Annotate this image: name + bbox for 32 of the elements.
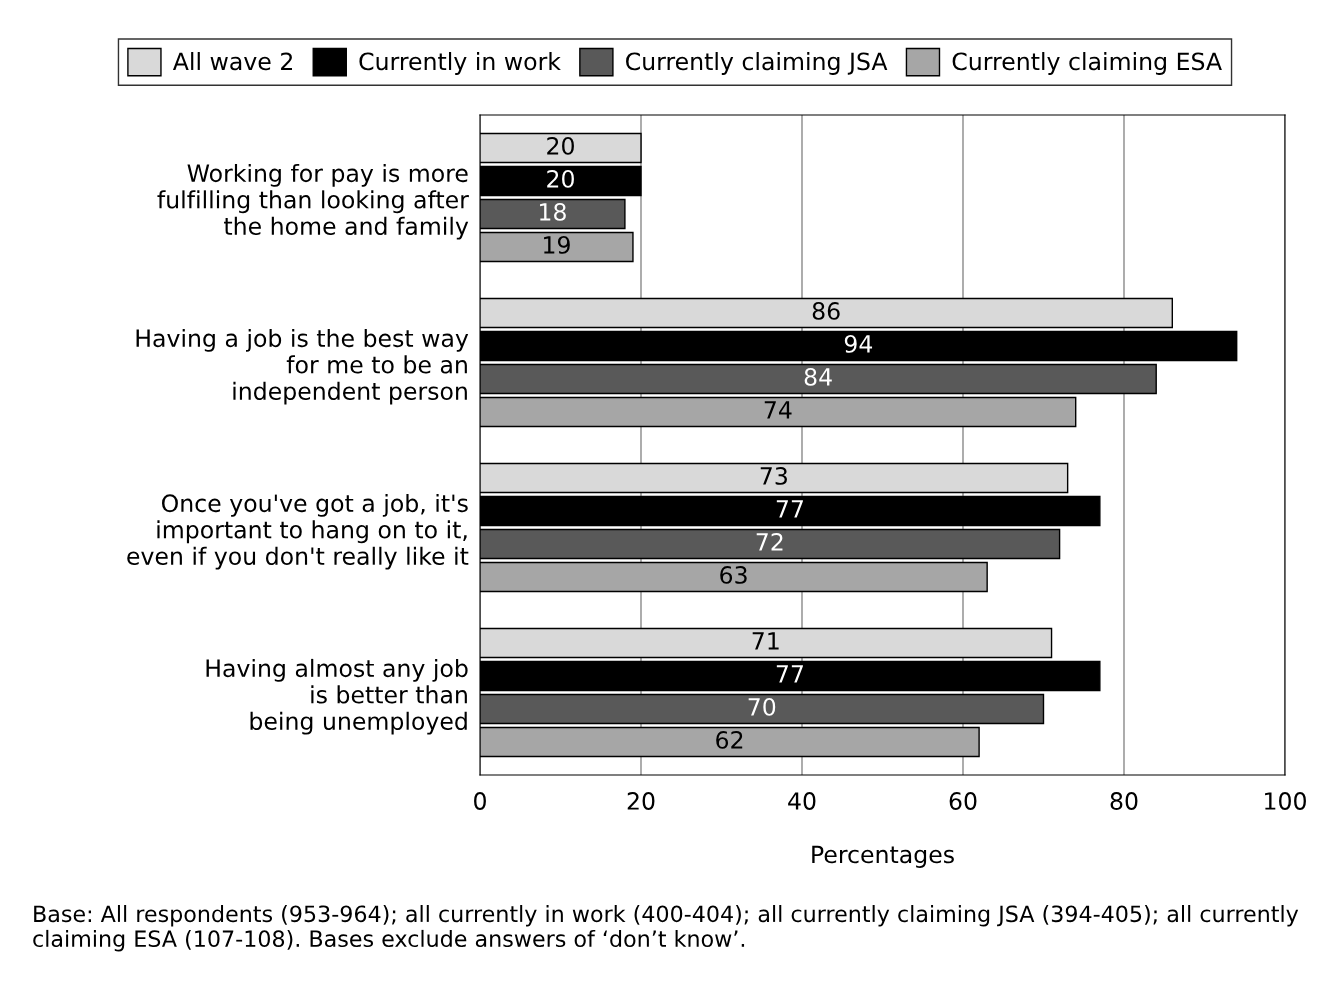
legend-label: All wave 2 [172, 52, 292, 71]
x-tick-label: 60 [949, 792, 977, 810]
y-tick-label: Working for pay is more fulfilling than looking after the home and family [157, 163, 469, 240]
data-label: 73 [760, 466, 787, 485]
data-label: 18 [540, 202, 566, 221]
data-label: 62 [716, 730, 743, 749]
legend-label: Currently claiming JSA [626, 52, 888, 75]
x-tick-label: 40 [788, 792, 816, 810]
legend-label: Currently claiming ESA [952, 52, 1222, 75]
x-tick-label: 100 [1265, 792, 1306, 810]
data-label: 77 [776, 500, 803, 518]
data-label: 71 [752, 632, 779, 650]
data-label: 70 [748, 697, 776, 716]
data-label: 63 [720, 565, 747, 584]
data-label: 77 [776, 665, 803, 683]
y-tick-label: Having a job is the best way for me to be an independent person [136, 328, 469, 405]
data-label: 19 [544, 235, 570, 254]
data-label: 94 [844, 334, 873, 353]
data-label: 84 [804, 367, 832, 386]
data-label: 74 [764, 401, 792, 419]
data-label: 72 [756, 532, 783, 551]
x-axis-title: Percentages [812, 845, 954, 868]
data-label: 20 [547, 169, 574, 188]
y-tick-label: Once you've got a job, it's important to hang on to it, even if you don't really like it [127, 493, 469, 570]
x-tick-label: 0 [474, 792, 486, 810]
data-label: 86 [812, 301, 840, 320]
data-label: 20 [547, 136, 574, 155]
x-tick-label: 80 [1110, 792, 1138, 810]
y-tick-label: Having almost any job is better than being unemployed [206, 658, 468, 735]
text: Base: All respondents (953-964); all currently in work (400-404); all currently claiming JSA (394-405); all currently claiming ESA (107-108). Bases exclude answers of ‘don’t know’. [33, 905, 1299, 952]
x-tick-label: 20 [627, 792, 655, 810]
legend-label: Currently in work [359, 52, 561, 75]
